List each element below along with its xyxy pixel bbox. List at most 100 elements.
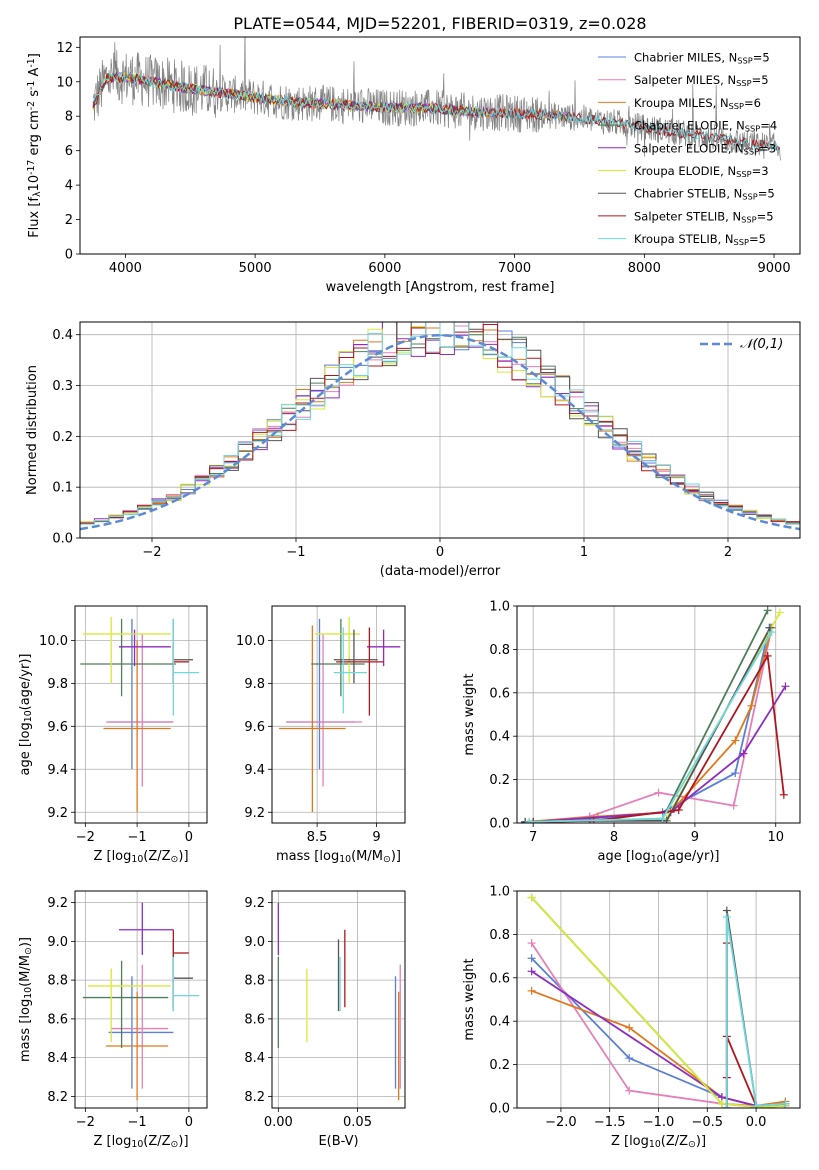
residuals-axes: −2 −1 0 1 2 0.0 0.1 0.2 0.3 0.4 (data-model)/error… [25,322,800,579]
y-tick-label: 1.0 [489,600,510,615]
y-tick-label: 12 [56,41,73,56]
x-tick-label: 0.05 [343,1115,372,1130]
age_vs_mass-axes: 8.5 9 9.2 9.4 9.6 9.8 10.0 mass [log10(M/M⊙)] [236,606,405,865]
histogram-legend: 𝒩(0,1) [700,337,783,352]
age_vs_mass-plot [279,616,401,813]
age_vs_Z-axes: −2 −1 0 9.2 9.4 9.6 9.8 10.0 Z [log10(Z/Z⊙)] age … [18,606,207,865]
y-tick-label: 4 [65,179,73,194]
spectrum-legend: Chabrier MILES, NSSP=5 Salpeter MILES, NS… [598,51,777,247]
y-tick-label: 6 [65,144,73,159]
y-tick-label: 8 [65,110,73,125]
x-tick-label: 9 [691,830,699,845]
axes-frame [516,605,801,824]
axes-frame [74,605,208,824]
y-tick-label: 9.6 [244,720,265,735]
mass_vs_EBV-axes: 0.00 0.05 8.2 8.4 8.6 8.8 9.0 9.2 E(B-V) [244,891,405,1149]
x-tick-label: −1.0 [643,1115,675,1130]
x-tick-label: 8000 [628,261,661,276]
y-tick-label: 8.6 [47,1012,68,1027]
axes-frame [79,36,801,255]
y-tick-label: 9.4 [47,763,68,778]
legend-label: Salpeter MILES, NSSP=5 [634,73,769,88]
x-axis-label: E(B-V) [318,1134,358,1149]
y-tick-label: 9.6 [47,720,68,735]
x-tick-label: 10 [767,830,784,845]
y-axis-label: mass [log10(M/M⊙)] [18,937,34,1062]
model-spectrum-line [92,72,489,118]
y-tick-label: 9.8 [47,677,68,692]
y-tick-label: 0.4 [52,328,73,343]
x-tick-label: 6000 [368,261,401,276]
weight_vs_Z-plot [527,893,790,1108]
x-tick-label: 7000 [498,261,531,276]
y-tick-label: 2 [65,213,73,228]
spectrum-plot [92,37,781,161]
x-tick-label: −1.5 [594,1115,626,1130]
y-tick-label: 9.4 [244,763,265,778]
model-spectrum-line [92,72,780,153]
x-tick-label: 5000 [239,261,272,276]
mass_vs_EBV-plot [277,902,401,1101]
y-tick-label: 8.4 [244,1051,265,1066]
y-axis-label: Normed distribution [25,365,40,495]
x-axis-label: age [log10(age/yr)] [598,849,720,865]
x-axis-label: (data-model)/error [380,564,501,579]
x-tick-label: 8 [610,830,618,845]
legend-label: Chabrier ELODIE, NSSP=4 [634,119,777,134]
y-tick-label: 8.8 [47,974,68,989]
y-tick-label: 0.1 [52,481,73,496]
x-tick-label: −0.5 [692,1115,724,1130]
x-tick-label: 0 [185,1115,193,1130]
weight_vs_Z-axes: −2.0 −1.5 −1.0 −0.5 0.0 0.0 0.2 0.4 0.6 0.8 1.0 Z [… [462,885,800,1150]
x-axis-label: wavelength [Angstrom, rest frame] [326,280,555,295]
weight-series-line [529,631,773,823]
y-tick-label: 0.4 [489,1015,510,1030]
y-tick-label: 8.6 [244,1012,265,1027]
x-tick-label: 9 [372,830,380,845]
y-tick-label: 0.3 [52,379,73,394]
model-spectrum-line [92,72,780,153]
y-tick-label: 0.2 [489,1058,510,1073]
axes-frame [79,321,801,539]
y-tick-label: 8.2 [244,1090,265,1105]
x-tick-label: −1 [128,830,147,845]
y-axis-label: mass weight [462,958,477,1040]
model-spectrum-line [92,71,489,117]
x-tick-label: −2 [76,1115,95,1130]
legend-label: Kroupa STELIB, NSSP=5 [634,232,766,247]
x-tick-label: −2.0 [545,1115,577,1130]
y-axis-label: age [log10(age/yr)] [18,654,34,776]
weight-series-line [525,609,769,823]
weight-series-line [533,685,787,823]
y-tick-label: 0.6 [489,686,510,701]
x-axis-label: mass [log10(M/M⊙)] [276,849,401,865]
histogram-step-line [80,322,800,525]
y-tick-label: 9.2 [244,806,265,821]
y-tick-label: 10.0 [236,634,265,649]
histogram-step-line [80,322,800,524]
y-axis-label: mass weight [462,673,477,755]
spectrum-axes: 4000 5000 6000 7000 8000 9000 0 2 4 6 8 10 12 wavelen… [26,41,791,295]
y-tick-label: 0.4 [489,730,510,745]
x-tick-label: 0 [436,545,444,560]
y-axis-label: Flux [fλ10-17 erg cm-2 s-1 A-1] [26,53,43,238]
age_vs_Z-plot [80,616,200,813]
legend-label: Salpeter ELODIE, NSSP=3 [634,141,776,156]
weight-series-line [725,916,786,1108]
observed-spectrum-line [92,37,781,161]
y-tick-label: 10.0 [39,634,68,649]
axes-frame [271,605,406,824]
y-tick-label: 8.8 [244,974,265,989]
y-tick-label: 0.2 [489,773,510,788]
y-tick-label: 0.0 [52,532,73,547]
x-tick-label: 0.00 [264,1115,293,1130]
y-tick-label: 0.0 [489,817,510,832]
y-tick-label: 9.0 [244,935,265,950]
y-tick-label: 0 [65,248,73,263]
y-tick-label: 0.6 [489,971,510,986]
y-tick-label: 0.2 [52,430,73,445]
x-axis-label: Z [log10(Z/Z⊙)] [93,1134,188,1150]
y-tick-label: 8.4 [47,1051,68,1066]
figure-title: PLATE=0544, MJD=52201, FIBERID=0319, z=0… [233,14,646,33]
